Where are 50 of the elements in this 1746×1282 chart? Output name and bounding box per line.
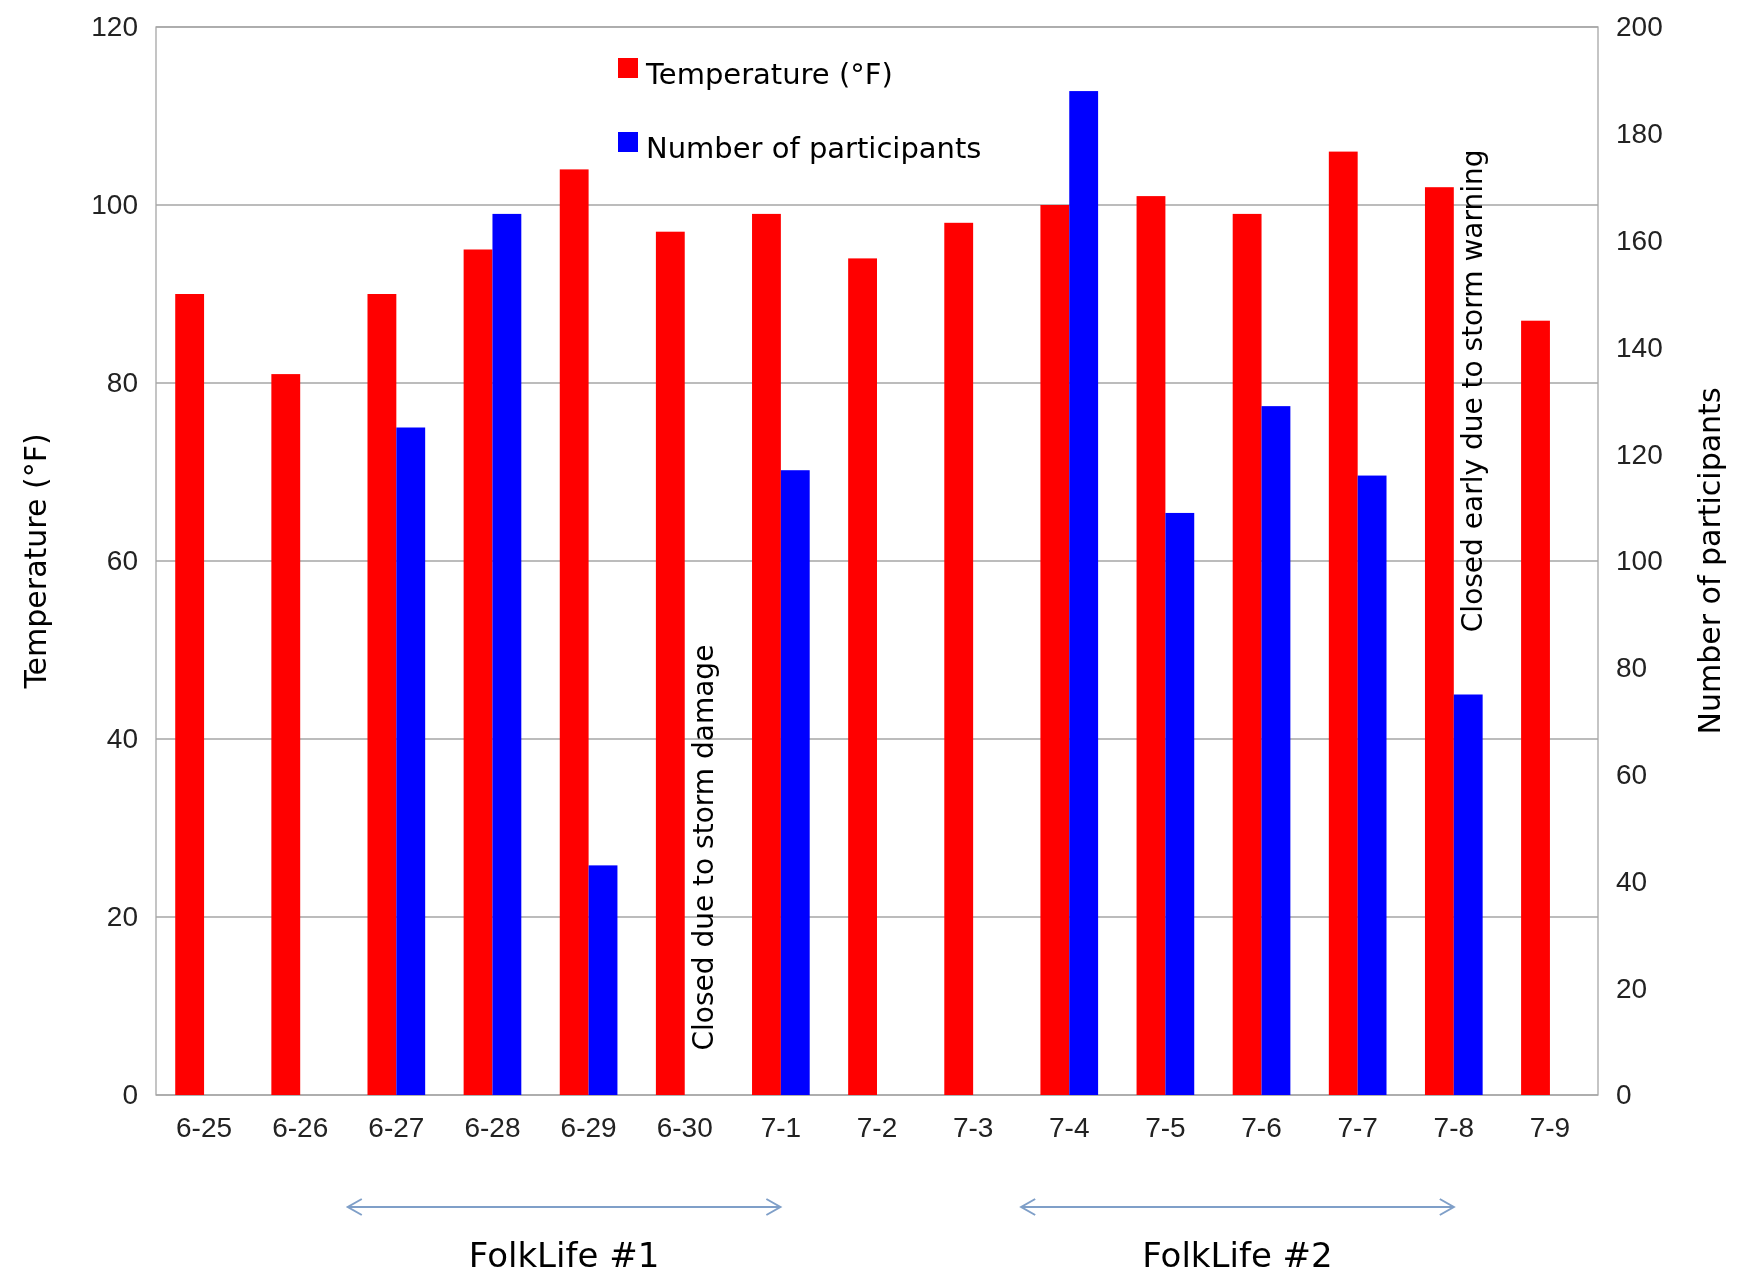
text: FolkLife #2 [1142,1235,1333,1275]
bar [655,231,685,1095]
y2-tick-label: 140 [1616,331,1663,363]
y2-tick-label: 40 [1616,865,1648,897]
x-tick-label: 7-3 [952,1111,994,1143]
bar [1424,187,1454,1095]
y2-tick-label: 60 [1616,759,1648,791]
y-tick-label: 20 [106,901,138,933]
x-tick-label: 7-9 [1529,1111,1571,1143]
bar [559,169,589,1095]
annotation: Closed due to storm damage [686,644,720,1051]
y-tick-label: 100 [91,189,138,221]
legend-label: Number of participants [646,131,982,165]
bar [588,865,618,1095]
y2-tick-label: 0 [1616,1079,1632,1111]
text: FolkLife #1 [468,1235,660,1275]
y-axis-title: Temperature (°F) [18,433,53,690]
x-tick-label: 6-30 [656,1111,713,1143]
y-tick-label: 0 [122,1079,138,1111]
x-tick-label: 7-4 [1049,1111,1090,1143]
x-tick-label: 7-5 [1145,1111,1186,1143]
legend-label: Temperature (°F) [645,57,893,91]
y2-tick-label: 120 [1616,438,1663,470]
x-tick-label: 6-28 [464,1111,521,1143]
bar [848,258,877,1095]
bar [944,222,974,1095]
x-tick-label: 7-6 [1241,1111,1282,1143]
y-tick-label: 40 [106,723,138,755]
x-tick-label: 7-2 [856,1111,898,1143]
x-tick-label: 6-26 [272,1111,329,1143]
x-tick-label: 7-8 [1433,1111,1475,1143]
y2-tick-label: 200 [1616,11,1663,43]
x-tick-label: 6-25 [176,1111,233,1143]
x-tick-label: 7-7 [1337,1111,1378,1143]
y-tick-label: 60 [106,545,138,577]
bar [1521,320,1550,1095]
y2-tick-label: 160 [1616,225,1663,257]
y-tick-label: 80 [106,367,138,399]
x-tick-label: 7-1 [760,1111,802,1143]
x-tick-label: 6-27 [368,1111,425,1143]
y2-tick-label: 180 [1616,118,1663,150]
y2-tick-label: 20 [1616,972,1648,1004]
y2-tick-label: 100 [1616,545,1663,577]
bar [175,294,205,1095]
bar [271,374,301,1095]
x-tick-label: 6-29 [560,1111,617,1143]
y2-tick-label: 80 [1616,652,1648,684]
annotation: Closed early due to storm warning [1455,149,1489,633]
y-tick-label: 120 [91,11,138,43]
y2-axis-title: Number of participants [1692,387,1727,735]
